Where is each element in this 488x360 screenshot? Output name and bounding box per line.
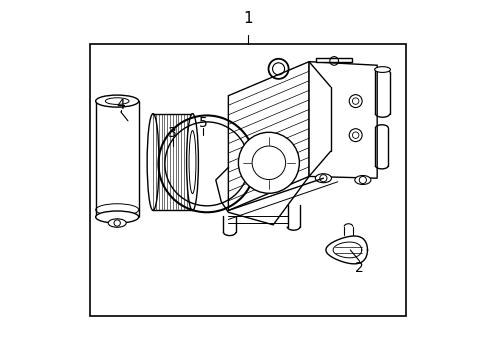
Circle shape [348,129,362,141]
Circle shape [348,95,362,108]
Ellipse shape [186,114,198,211]
Polygon shape [325,236,367,264]
Text: 2: 2 [354,261,363,275]
Ellipse shape [315,174,331,183]
Text: 5: 5 [199,116,207,130]
Text: 1: 1 [243,11,252,26]
Circle shape [238,132,299,193]
Bar [90,44,405,316]
Ellipse shape [96,95,139,107]
Ellipse shape [354,176,370,184]
Text: 3: 3 [168,126,177,140]
Ellipse shape [147,114,159,211]
Ellipse shape [108,219,126,227]
Polygon shape [316,58,351,62]
Polygon shape [96,101,139,217]
Ellipse shape [96,211,139,223]
Text: 4: 4 [116,98,125,112]
Ellipse shape [374,67,389,72]
Polygon shape [332,242,361,258]
Polygon shape [308,62,376,178]
Polygon shape [228,62,308,211]
